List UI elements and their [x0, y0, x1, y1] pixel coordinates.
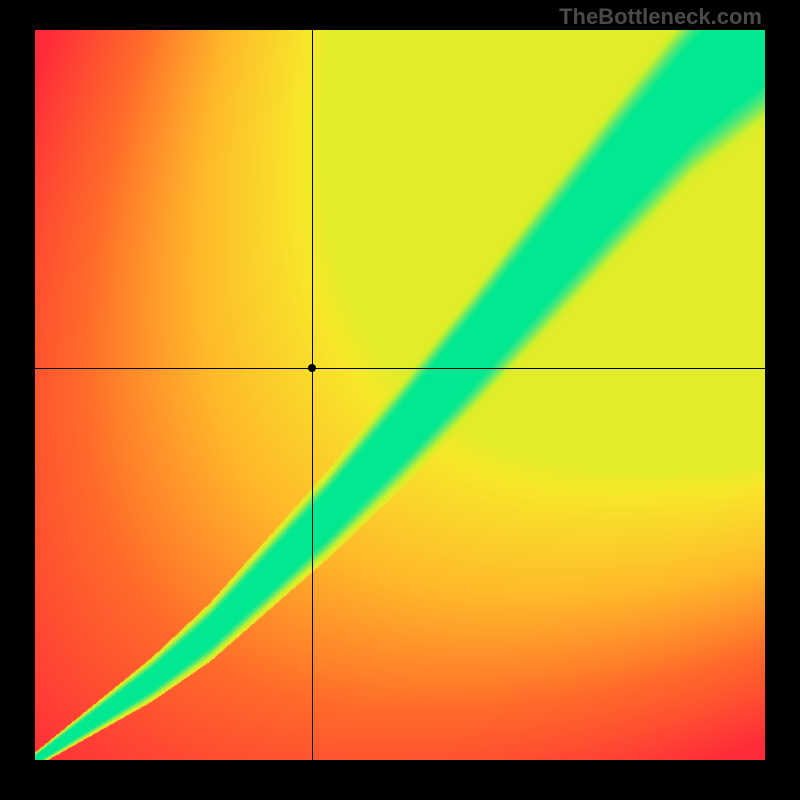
data-point — [308, 364, 316, 372]
plot-area — [35, 30, 765, 760]
watermark-label: TheBottleneck.com — [559, 4, 762, 30]
bottleneck-heatmap — [35, 30, 765, 760]
crosshair-horizontal — [35, 368, 765, 369]
crosshair-vertical — [312, 30, 313, 760]
chart-frame: TheBottleneck.com — [0, 0, 800, 800]
